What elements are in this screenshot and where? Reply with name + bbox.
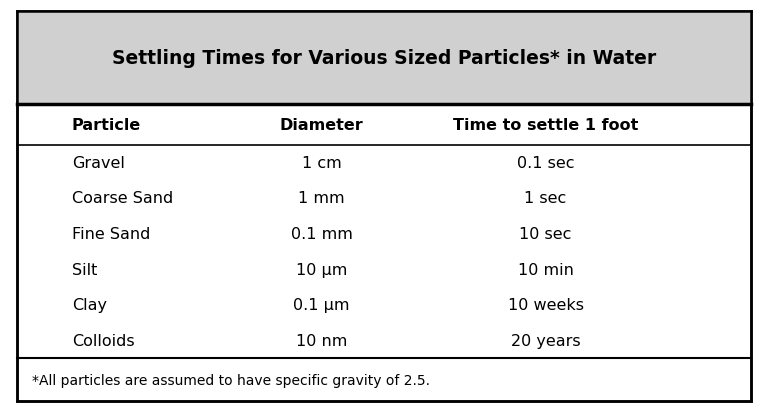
Text: Time to settle 1 foot: Time to settle 1 foot	[453, 117, 638, 132]
Text: 0.1 sec: 0.1 sec	[517, 156, 574, 171]
Text: Coarse Sand: Coarse Sand	[72, 191, 174, 206]
Text: Silt: Silt	[72, 262, 98, 277]
Text: *All particles are assumed to have specific gravity of 2.5.: *All particles are assumed to have speci…	[32, 373, 430, 387]
Text: Particle: Particle	[72, 117, 141, 132]
Text: 0.1 μm: 0.1 μm	[293, 297, 350, 312]
Text: 1 sec: 1 sec	[525, 191, 567, 206]
Text: 1 cm: 1 cm	[302, 156, 342, 171]
Text: 10 min: 10 min	[518, 262, 574, 277]
Text: 10 nm: 10 nm	[296, 333, 347, 348]
Text: 10 μm: 10 μm	[296, 262, 347, 277]
Text: Settling Times for Various Sized Particles* in Water: Settling Times for Various Sized Particl…	[112, 49, 656, 67]
Text: 10 sec: 10 sec	[519, 226, 571, 242]
Text: Colloids: Colloids	[72, 333, 134, 348]
Text: Gravel: Gravel	[72, 156, 125, 171]
Text: 1 mm: 1 mm	[298, 191, 345, 206]
Text: Diameter: Diameter	[280, 117, 363, 132]
Text: 0.1 mm: 0.1 mm	[290, 226, 353, 242]
Text: 10 weeks: 10 weeks	[508, 297, 584, 312]
Text: Clay: Clay	[72, 297, 107, 312]
Text: 20 years: 20 years	[511, 333, 581, 348]
Text: Fine Sand: Fine Sand	[72, 226, 151, 242]
Bar	[17, 12, 751, 104]
